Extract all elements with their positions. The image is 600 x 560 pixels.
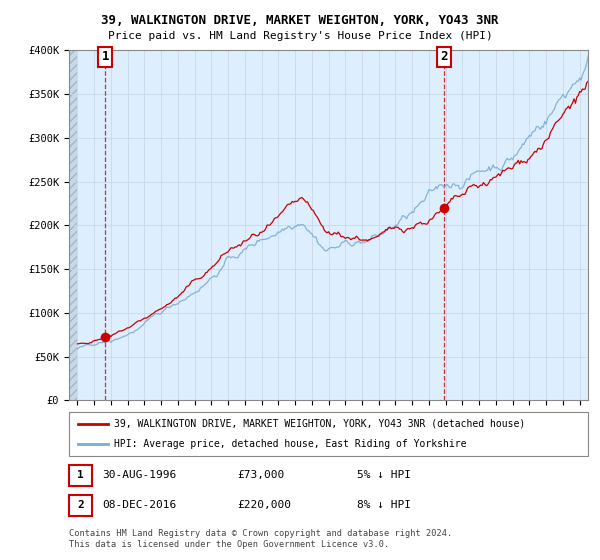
Text: 8% ↓ HPI: 8% ↓ HPI [357, 500, 411, 510]
Text: HPI: Average price, detached house, East Riding of Yorkshire: HPI: Average price, detached house, East… [114, 439, 467, 449]
Text: 30-AUG-1996: 30-AUG-1996 [102, 470, 176, 480]
Text: 1: 1 [77, 470, 84, 480]
Text: Price paid vs. HM Land Registry's House Price Index (HPI): Price paid vs. HM Land Registry's House … [107, 31, 493, 41]
Bar [69, 50, 77, 400]
Text: 39, WALKINGTON DRIVE, MARKET WEIGHTON, YORK, YO43 3NR: 39, WALKINGTON DRIVE, MARKET WEIGHTON, Y… [101, 14, 499, 27]
Text: Contains HM Land Registry data © Crown copyright and database right 2024.
This d: Contains HM Land Registry data © Crown c… [69, 529, 452, 549]
Text: 08-DEC-2016: 08-DEC-2016 [102, 500, 176, 510]
Text: 1: 1 [101, 50, 109, 63]
Text: 2: 2 [77, 500, 84, 510]
Text: 39, WALKINGTON DRIVE, MARKET WEIGHTON, YORK, YO43 3NR (detached house): 39, WALKINGTON DRIVE, MARKET WEIGHTON, Y… [114, 419, 525, 429]
Text: £73,000: £73,000 [237, 470, 284, 480]
Text: 2: 2 [440, 50, 448, 63]
Text: £220,000: £220,000 [237, 500, 291, 510]
Text: 5% ↓ HPI: 5% ↓ HPI [357, 470, 411, 480]
